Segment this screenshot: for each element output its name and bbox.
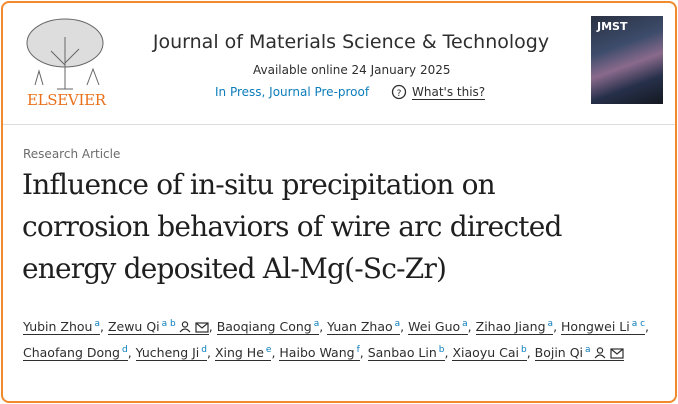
author[interactable]: Bojin Qi a [534, 344, 624, 361]
affiliation[interactable]: a [547, 319, 554, 329]
journal-title[interactable]: Journal of Materials Science & Technolog… [152, 31, 550, 53]
author-name: Sanbao Lin [367, 344, 437, 360]
author[interactable]: Yucheng Ji d [135, 344, 207, 361]
publisher-name: ELSEVIER [27, 91, 106, 109]
author-name: Yucheng Ji [135, 344, 200, 360]
author-name: Chaofang Dong [23, 344, 120, 360]
author-name: Yuan Zhao [327, 319, 393, 335]
divider [3, 124, 675, 125]
author-name: Haibo Wang [279, 344, 355, 360]
author-icons[interactable] [594, 347, 624, 359]
help-link[interactable]: What's this? [412, 85, 486, 100]
journal-cover[interactable]: JMST [591, 16, 663, 104]
author[interactable]: Zewu Qi a b [107, 319, 209, 336]
affiliation[interactable]: d [121, 344, 128, 355]
help-icon[interactable]: ? [391, 84, 407, 100]
author-name: Zihao Jiang [475, 319, 546, 335]
author-name: Xing He [214, 344, 264, 360]
title-line: Influence of in-situ precipitation on [22, 168, 496, 201]
svg-text:?: ? [397, 89, 402, 99]
author[interactable]: Wei Guo a [408, 319, 468, 336]
article-type: Research Article [23, 147, 121, 161]
author-name: Yubin Zhou [23, 319, 93, 335]
affiliation[interactable]: e [265, 344, 272, 355]
affiliation[interactable]: a [313, 319, 320, 329]
affiliation[interactable]: a b [161, 319, 176, 329]
author[interactable]: Xing He e [214, 344, 272, 361]
affiliation[interactable]: f [356, 344, 360, 355]
affiliation[interactable]: a c [631, 319, 646, 329]
author[interactable]: Yuan Zhao a [327, 319, 401, 336]
author[interactable]: Yubin Zhou a [23, 319, 100, 336]
author-name: Bojin Qi [534, 344, 584, 360]
author[interactable]: Zihao Jiang a [475, 319, 554, 336]
article-status[interactable]: In Press, Journal Pre-proof [215, 85, 370, 99]
author[interactable]: Xiaoyu Cai b [452, 344, 527, 361]
affiliation[interactable]: b [438, 344, 445, 355]
author-icons[interactable] [179, 321, 209, 333]
affiliation[interactable]: a [462, 319, 468, 329]
author[interactable]: Chaofang Dong d [23, 345, 128, 361]
affiliation[interactable]: a [94, 319, 100, 329]
author-name: Xiaoyu Cai [452, 344, 519, 360]
title-line: corrosion behaviors of wire arc directed [22, 210, 562, 243]
author[interactable]: Hongwei Li a c [561, 319, 646, 336]
author[interactable]: Baoqiang Cong a [216, 319, 320, 336]
author-name: Baoqiang Cong [216, 319, 312, 335]
author-name: Hongwei Li [561, 319, 630, 335]
affiliation[interactable]: a [394, 319, 401, 329]
affiliation[interactable]: d [201, 344, 207, 355]
title-line: energy deposited Al-Mg(-Sc-Zr) [22, 252, 447, 285]
author-name: Wei Guo [408, 319, 461, 335]
availability: Available online 24 January 2025 [253, 63, 451, 77]
author-list: Yubin Zhou a, Zewu Qi a b, Baoqiang Cong a,… [23, 319, 650, 361]
author[interactable]: Haibo Wang f [279, 344, 360, 361]
author[interactable]: Sanbao Lin b [367, 344, 445, 361]
author-name: Zewu Qi [107, 319, 160, 335]
cover-label: JMST [597, 20, 628, 33]
affiliation[interactable]: b [520, 344, 527, 355]
publisher-logo [26, 18, 104, 90]
affiliation[interactable]: a [585, 344, 591, 355]
